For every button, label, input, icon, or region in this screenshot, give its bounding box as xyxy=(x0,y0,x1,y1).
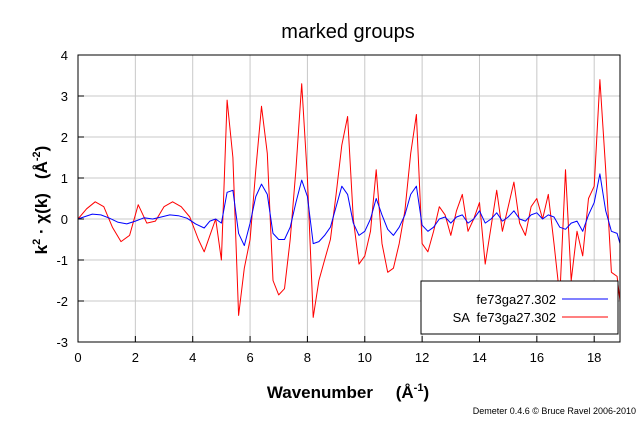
x-tick-label: 14 xyxy=(472,350,486,365)
y-tick-label: 0 xyxy=(61,212,68,227)
series-line-sa-fe73ga27 xyxy=(77,79,621,318)
chart-title: marked groups xyxy=(281,21,414,43)
x-tick-label: 2 xyxy=(132,350,139,365)
x-axis: 0 2 4 6 8 10 12 14 16 18 xyxy=(74,336,601,365)
plot-frame xyxy=(77,54,621,343)
credit-text: Demeter 0.4.6 © Bruce Ravel 2006-2010 xyxy=(473,406,636,416)
x-tick-label: 0 xyxy=(74,350,81,365)
y-tick-label: 1 xyxy=(61,171,68,186)
y-tick-label: -3 xyxy=(56,335,68,350)
x-axis-label-unit: (Å xyxy=(396,383,414,402)
x-tick-label: 12 xyxy=(415,350,429,365)
y-tick-label: 4 xyxy=(61,48,68,63)
y-axis-label-unit: (Å xyxy=(32,161,51,179)
legend: fe73ga27.302 SA fe73ga27.302 xyxy=(420,280,619,335)
legend-entry-2-label: SA fe73ga27.302 xyxy=(453,310,556,325)
x-tick-label: 18 xyxy=(587,350,601,365)
y-axis: -3 -2 -1 0 1 2 3 4 xyxy=(56,48,84,350)
x-tick-label: 10 xyxy=(358,350,372,365)
legend-entry-1-label: fe73ga27.302 xyxy=(476,292,556,307)
x-axis-label-text: Wavenumber xyxy=(267,383,374,402)
y-axis-label-k: k xyxy=(32,244,51,254)
y-axis-label-chi: · χ(k) xyxy=(32,193,51,239)
y-axis-label-unit-sup: -2 xyxy=(31,151,43,161)
y-axis-label: k2 · χ(k) (Å-2) xyxy=(31,146,51,255)
x-tick-label: 6 xyxy=(246,350,253,365)
plot-area xyxy=(77,79,621,318)
x-axis-label-unit-sup: -1 xyxy=(414,382,424,394)
x-tick-label: 16 xyxy=(530,350,544,365)
y-axis-label-unit-close: ) xyxy=(32,146,51,152)
x-tick-label: 8 xyxy=(304,350,311,365)
y-tick-label: -1 xyxy=(56,253,68,268)
y-tick-label: 2 xyxy=(61,130,68,145)
x-axis-label-unit-close: ) xyxy=(423,383,429,402)
y-tick-label: 3 xyxy=(61,89,68,104)
x-axis-label: Wavenumber (Å-1) xyxy=(267,382,429,402)
x-tick-label: 4 xyxy=(189,350,196,365)
y-axis-label-k-sup: 2 xyxy=(31,239,43,245)
series-line-fe73ga27 xyxy=(77,173,621,247)
legend-box xyxy=(420,280,619,335)
y-tick-label: -2 xyxy=(56,294,68,309)
